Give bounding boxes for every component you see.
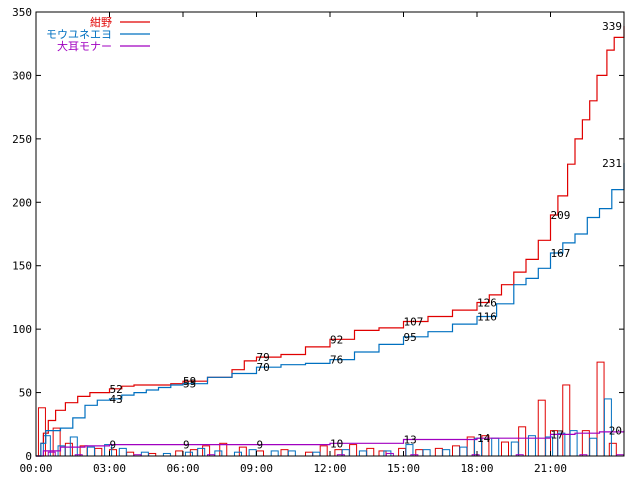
bar <box>589 437 598 457</box>
bar <box>501 441 509 457</box>
y-tick-label: 250 <box>12 133 32 146</box>
bar <box>214 450 223 457</box>
data-label: 107 <box>404 316 424 329</box>
bar <box>219 442 228 457</box>
bar <box>319 445 328 457</box>
bar <box>608 442 617 457</box>
data-label: 9 <box>110 439 117 452</box>
bar <box>69 436 78 457</box>
x-tick-label: 15:00 <box>387 462 420 475</box>
bar <box>248 449 257 457</box>
data-label: 9 <box>183 439 190 452</box>
bar <box>562 384 571 457</box>
y-tick-label: 50 <box>19 387 32 400</box>
bar <box>378 450 387 457</box>
bar <box>537 399 546 457</box>
bar <box>452 445 460 457</box>
bar <box>518 426 527 457</box>
series-line <box>36 26 625 457</box>
data-label: 209 <box>551 209 571 222</box>
y-tick-label: 200 <box>12 196 32 209</box>
x-tick-label: 03:00 <box>93 462 126 475</box>
bar <box>197 447 206 457</box>
axes-layer: 0 50 100 150 200 250 300 350 00:00 03:00 06:00 09:0… <box>12 6 624 475</box>
data-label: 17 <box>551 428 564 441</box>
data-label: 13 <box>404 434 417 447</box>
bar <box>140 451 149 457</box>
data-label: 339 <box>602 20 622 33</box>
data-label: 59 <box>183 375 196 388</box>
x-tick-label: 12:00 <box>313 462 346 475</box>
bar <box>118 447 127 457</box>
series-line <box>36 163 625 457</box>
x-tick-label: 09:00 <box>240 462 273 475</box>
bar <box>422 449 431 457</box>
data-label: 126 <box>477 297 497 310</box>
bar <box>358 450 367 457</box>
labels-layer: 5259799210712620933943557076951161672319… <box>110 20 623 452</box>
data-label: 92 <box>330 333 343 346</box>
bar <box>280 449 289 457</box>
y-tick-label: 300 <box>12 69 32 82</box>
data-label: 167 <box>551 247 571 260</box>
y-tick-label: 100 <box>12 323 32 336</box>
bar <box>42 435 51 457</box>
legend-label: 大耳モナー <box>57 39 112 53</box>
bar <box>184 451 193 457</box>
data-label: 79 <box>257 351 270 364</box>
bar <box>270 450 279 457</box>
data-label: 9 <box>257 439 264 452</box>
bar <box>434 447 443 457</box>
bar <box>238 446 247 457</box>
bar <box>349 444 358 457</box>
bar <box>510 441 519 457</box>
data-label: 52 <box>110 383 123 396</box>
bar <box>305 451 313 457</box>
data-label: 95 <box>404 331 417 344</box>
bar <box>596 361 605 457</box>
bar <box>256 450 264 457</box>
x-tick-label: 21:00 <box>534 462 567 475</box>
bar <box>233 451 242 457</box>
data-label: 55 <box>183 378 196 391</box>
bar <box>312 451 321 457</box>
data-label: 76 <box>330 354 343 367</box>
plot-frame <box>35 11 625 457</box>
bar <box>459 446 468 457</box>
data-label: 70 <box>257 361 270 374</box>
bar <box>189 449 198 457</box>
legend-label: モウユネエヨ <box>46 28 112 41</box>
legend-label: 紺野 <box>90 15 112 29</box>
bar <box>581 430 590 457</box>
y-tick-label: 0 <box>25 450 32 463</box>
data-label: 43 <box>110 393 123 406</box>
bar <box>94 447 103 457</box>
x-tick-label: 00:00 <box>19 462 52 475</box>
bar <box>126 451 135 457</box>
bar <box>175 450 184 457</box>
data-label: 116 <box>477 310 497 323</box>
bar <box>366 447 375 457</box>
bar <box>64 442 73 457</box>
data-label: 20 <box>609 425 622 438</box>
data-label: 231 <box>602 157 622 170</box>
bar <box>86 446 95 457</box>
x-tick-label: 18:00 <box>460 462 493 475</box>
x-tick-label: 06:00 <box>166 462 199 475</box>
data-label: 10 <box>330 437 343 450</box>
series-line <box>36 430 625 457</box>
bar <box>287 450 296 457</box>
bar <box>37 407 46 457</box>
bar <box>442 449 451 457</box>
bar <box>398 447 407 457</box>
lines-layer <box>36 26 625 457</box>
y-tick-label: 350 <box>12 6 32 19</box>
data-label: 14 <box>477 432 491 445</box>
y-tick-label: 150 <box>12 260 32 273</box>
bar <box>47 451 56 457</box>
bar <box>491 437 500 457</box>
